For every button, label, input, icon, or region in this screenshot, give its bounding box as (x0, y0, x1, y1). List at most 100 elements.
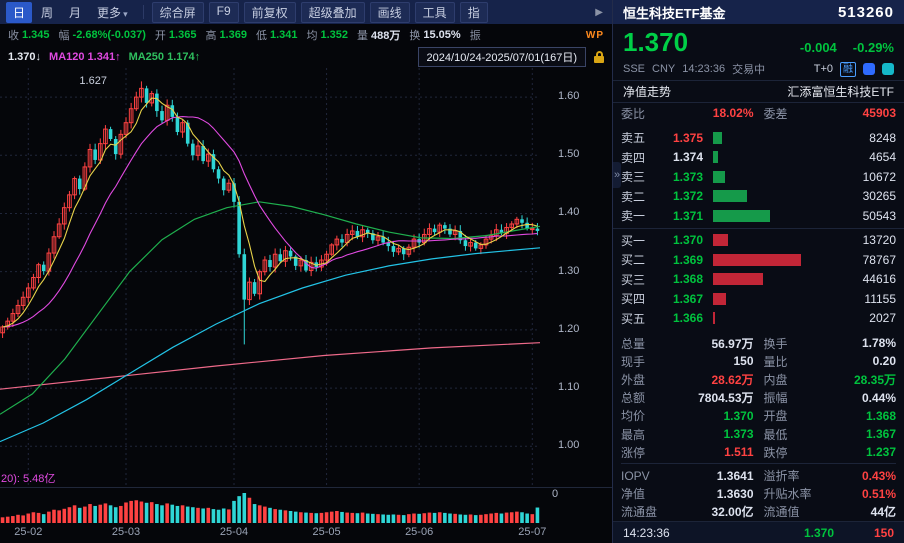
dropdown-caret-icon: ▾ (123, 8, 128, 19)
stat-value: 28.62万 (711, 373, 754, 388)
order-volume: 2027 (869, 311, 896, 326)
period-tab-更多[interactable]: 更多 ▾ (97, 5, 128, 20)
toolbar-button[interactable]: 综合屏 (151, 1, 204, 23)
fund-code: 513260 (837, 3, 894, 21)
lock-body (594, 56, 604, 63)
margin-badge[interactable]: 融 (840, 61, 856, 77)
order-level-label: 卖四 (621, 150, 646, 165)
stat-value: 1.352 (320, 29, 349, 41)
stat-label: 换 (409, 30, 421, 42)
stat-label: 开 (154, 30, 166, 42)
stat-value: 56.97万 (711, 336, 754, 351)
order-book-row-买二[interactable]: 买二 1.369 78767 (613, 250, 904, 270)
stat-label: 净值 (621, 487, 646, 502)
x-axis-label: 25-04 (219, 526, 249, 538)
toolbar-button[interactable]: F9 (208, 1, 239, 23)
tick-price: 1.370 (803, 525, 834, 540)
stat-value: 1.3630 (716, 486, 754, 501)
stat-value: 28.35万 (853, 373, 896, 388)
exchange-label: SSE (623, 63, 646, 75)
toolbar-button[interactable]: 画线 (369, 1, 410, 23)
order-book-row-卖四[interactable]: 卖四 1.374 4654 (613, 148, 904, 168)
period-tab-月[interactable]: 月 (69, 5, 82, 20)
stat-value: 1.237 (865, 445, 896, 460)
tab-nav-chart[interactable]: 净值走势 (623, 85, 672, 99)
order-book-row-买一[interactable]: 买一 1.370 13720 (613, 231, 904, 251)
market-time: 14:23:36 (682, 63, 726, 75)
y-axis-label: 1.60 (558, 90, 580, 103)
stat-value: 150 (733, 354, 754, 369)
quote-header: 恒生科技ETF基金 513260 (613, 0, 904, 24)
order-price: 1.370 (672, 233, 703, 248)
order-book-row-卖五[interactable]: 卖五 1.375 8248 (613, 128, 904, 148)
stat-value: 32.00亿 (711, 505, 754, 520)
candlestick-svg[interactable] (0, 68, 545, 487)
stat-label: 量 (357, 30, 369, 42)
order-volume: 30265 (862, 189, 896, 204)
chevron-right-icon[interactable]: ▶ (595, 6, 603, 18)
depth-bar (713, 131, 723, 144)
toolbar-button[interactable]: 指 (459, 1, 488, 23)
depth-bar-container: 13720 (711, 231, 896, 251)
stat-value: 1.369 (219, 29, 247, 41)
toolbar-button[interactable]: 超级叠加 (300, 1, 365, 23)
depth-bar (713, 170, 725, 183)
y-axis-labels: 1.00 1.10 1.20 1.30 1.40 1.50 1.60 (546, 68, 612, 487)
order-book-row-买三[interactable]: 买三 1.368 44616 (613, 270, 904, 290)
depth-bar (713, 292, 726, 305)
volume-chart[interactable]: 0 (0, 487, 612, 523)
volume-svg[interactable] (0, 489, 545, 523)
tick-volume: 150 (873, 525, 894, 540)
stat-label: 现手 (621, 354, 646, 369)
order-price: 1.372 (672, 189, 703, 204)
date-range-box[interactable]: 2024/10/24-2025/07/01(167日) (417, 47, 586, 67)
order-book-row-买五[interactable]: 买五 1.366 2027 (613, 309, 904, 329)
order-price: 1.371 (672, 208, 703, 223)
stat-row: 涨停 1.511 跌停 1.237 (621, 443, 896, 461)
order-level-label: 买二 (621, 253, 646, 268)
order-book-row-卖一[interactable]: 卖一 1.371 50543 (613, 206, 904, 226)
period-tab-周[interactable]: 周 (41, 5, 54, 20)
fund-name: 恒生科技ETF基金 (623, 5, 726, 21)
wp-badge-icon[interactable]: WP (585, 29, 604, 41)
ratio-value: 18.02% (712, 106, 754, 120)
order-level-label: 卖五 (621, 131, 646, 146)
panel-collapse-icon[interactable]: » (613, 162, 622, 188)
stat-label: 均价 (621, 409, 646, 424)
period-tabs: 日周月更多 ▾ (6, 1, 135, 23)
stat-label: 幅 (58, 30, 70, 42)
order-price: 1.375 (672, 130, 703, 145)
chart-pane: 日周月更多 ▾ 综合屏 F9 前复权 超级叠加 画线 工具指 ▶ 收 1.345 幅 -2.68%… (0, 0, 612, 538)
depth-bar (713, 312, 716, 325)
stat-label: 流通盘 (621, 505, 658, 520)
market-info-row: SSE CNY 14:23:36 交易中 T+0 融 (613, 58, 904, 80)
linked-fund-link[interactable]: 汇添富恒生科技ETF (787, 85, 894, 99)
order-level-label: 卖三 (621, 170, 646, 185)
order-book-row-卖三[interactable]: 卖三 1.373 10672 (613, 167, 904, 187)
blue-badge-icon[interactable] (863, 63, 875, 75)
ohlc-stats-items: 收 1.345 幅 -2.68%(-0.037) 开 1.365 高 1.369 低 1.341 均… (8, 27, 493, 43)
teal-badge-icon[interactable] (882, 63, 894, 75)
ratio-label: 委比 (621, 106, 646, 121)
stat-value: 1.365 (168, 29, 197, 41)
stat-value: 1.341 (269, 29, 298, 41)
toolbar-button[interactable]: 前复权 (243, 1, 296, 23)
candlestick-chart[interactable]: 1.00 1.10 1.20 1.30 1.40 1.50 1.60 1.627 20): … (0, 68, 612, 487)
toolbar-button[interactable]: 工具 (414, 1, 455, 23)
stat-row: 净值 1.3630 升贴水率 0.51% (621, 485, 896, 503)
lock-icon[interactable] (594, 51, 604, 63)
toolbar-divider (142, 5, 144, 19)
depth-bar (713, 190, 747, 203)
order-price: 1.368 (672, 272, 703, 287)
period-tab-日[interactable]: 日 (6, 1, 33, 23)
order-book-row-买四[interactable]: 买四 1.367 11155 (613, 289, 904, 309)
y-axis-label: 1.10 (558, 381, 580, 394)
bid-ask-ratio-row: 委比 18.02% 委差 45903 (613, 103, 904, 123)
order-volume: 13720 (862, 233, 896, 248)
order-book-row-卖二[interactable]: 卖二 1.372 30265 (613, 187, 904, 207)
depth-bar-container: 78767 (711, 250, 896, 270)
stat-value: 1.78% (861, 336, 896, 351)
stat-row: 最高 1.373 最低 1.367 (621, 425, 896, 443)
stat-value: 1.373 (723, 427, 754, 442)
stat-value: 1.367 (865, 427, 896, 442)
